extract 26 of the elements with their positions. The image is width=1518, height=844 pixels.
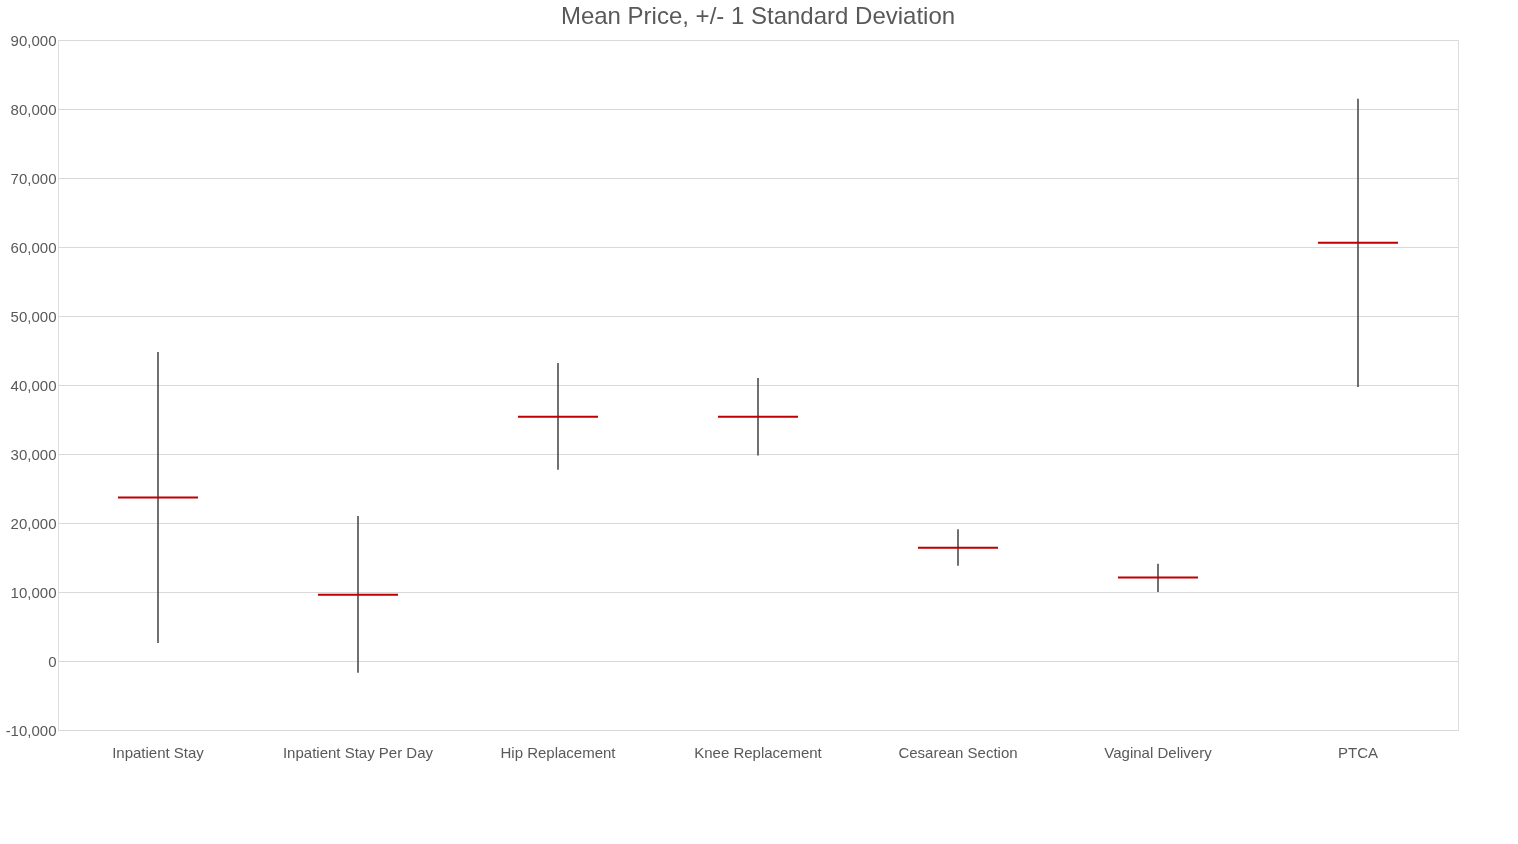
x-tick-label: Vaginal Delivery xyxy=(1104,743,1213,761)
candlestick xyxy=(717,377,799,457)
y-tick-label: 50,000 xyxy=(10,307,57,325)
y-tick-label: 90,000 xyxy=(10,31,57,49)
y-tick-label: 70,000 xyxy=(10,169,57,187)
chart-title: Mean Price, +/- 1 Standard Deviation xyxy=(560,2,956,29)
x-tick-label: Inpatient Stay xyxy=(112,743,205,761)
y-tick-label: 10,000 xyxy=(10,583,57,601)
y-tick-label: 0 xyxy=(48,652,57,670)
x-tick-label: Inpatient Stay Per Day xyxy=(282,743,434,761)
candlestick xyxy=(1317,97,1399,388)
y-tick-label: 40,000 xyxy=(10,376,57,394)
x-tick-label: Knee Replacement xyxy=(694,743,823,761)
y-tick-label: 80,000 xyxy=(10,100,57,118)
x-tick-label: PTCA xyxy=(1337,743,1379,761)
candlestick xyxy=(1117,562,1199,593)
y-tick-label: -10,000 xyxy=(5,721,57,739)
candlestick xyxy=(317,515,399,674)
candlestick xyxy=(917,528,999,567)
y-tick-label: 30,000 xyxy=(10,445,57,463)
y-tick-label: 60,000 xyxy=(10,238,57,256)
x-tick-label: Cesarean Section xyxy=(898,743,1018,761)
y-tick-label: 20,000 xyxy=(10,514,57,532)
candlestick xyxy=(117,351,199,644)
candlestick xyxy=(517,362,599,471)
x-tick-label: Hip Replacement xyxy=(500,743,617,761)
